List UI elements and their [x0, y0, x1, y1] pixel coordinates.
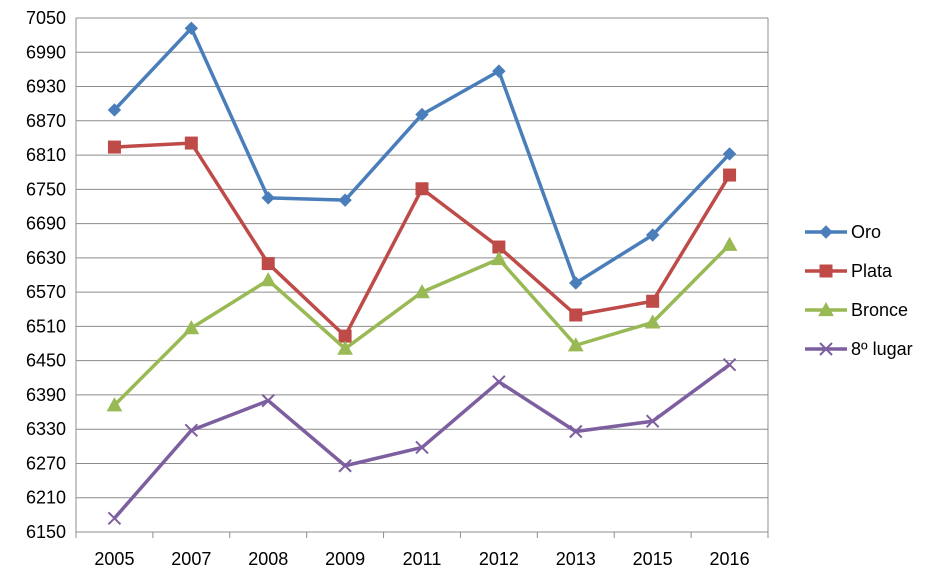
data-point-oro — [338, 193, 352, 207]
data-point-oro — [569, 276, 583, 290]
y-tick-label: 6510 — [26, 316, 66, 336]
legend-label: Oro — [851, 222, 881, 242]
y-tick-label: 6390 — [26, 385, 66, 405]
x-tick-label: 2011 — [403, 549, 442, 569]
data-point-oro — [645, 228, 660, 242]
legend-entry-plata: Plata — [805, 261, 893, 281]
data-point-plata — [338, 329, 352, 343]
data-point-bronce — [644, 314, 661, 329]
series-line-8-lugar — [113, 363, 731, 520]
y-tick-label: 6930 — [26, 77, 66, 97]
data-point-8-lugar — [569, 424, 583, 439]
legend-swatch-marker — [819, 342, 833, 356]
data-point-plata — [184, 136, 198, 150]
data-point-8-lugar — [338, 459, 352, 473]
x-axis-tick-labels: 2005 2007 2008 2009 2011 2012 2013 2015 2016 — [94, 549, 749, 569]
data-point-bronce — [183, 320, 200, 335]
data-point-8-lugar — [492, 375, 506, 389]
data-point-bronce — [337, 340, 353, 355]
legend-entry-bronce: Bronce — [805, 300, 908, 320]
data-point-bronce — [567, 337, 584, 352]
x-tick-label: 2007 — [171, 549, 211, 569]
y-tick-label: 6990 — [26, 42, 66, 62]
legend-label: Plata — [851, 261, 893, 281]
legend-swatch-marker — [819, 264, 833, 278]
y-tick-label: 6150 — [26, 522, 66, 542]
series-plata — [107, 136, 737, 343]
data-point-bronce — [721, 236, 738, 251]
data-point-plata — [723, 168, 737, 182]
data-point-bronce — [491, 250, 507, 266]
legend-label: 8º lugar — [851, 339, 913, 359]
y-tick-label: 6750 — [26, 179, 66, 199]
y-tick-label: 6810 — [26, 145, 66, 165]
legend-entry-oro: Oro — [805, 222, 881, 242]
series-line-oro — [113, 26, 731, 285]
legend-entry-8-lugar: 8º lugar — [805, 339, 913, 359]
y-axis-tick-labels: 6150 6210 6270 6330 6390 6450 6510 6570 6630 6690… — [26, 8, 66, 542]
data-point-bronce — [106, 397, 123, 412]
series-8-lugar — [107, 357, 737, 526]
series-line-plata — [114, 141, 732, 338]
data-point-8-lugar — [415, 440, 429, 455]
y-tick-label: 6330 — [26, 419, 66, 439]
y-tick-label: 6630 — [26, 248, 66, 268]
data-point-bronce — [260, 272, 277, 287]
y-tick-label: 6570 — [26, 282, 66, 302]
data-point-plata — [415, 182, 429, 196]
data-point-8-lugar — [261, 393, 275, 408]
data-point-oro — [107, 103, 122, 117]
series-lines — [106, 21, 738, 526]
x-tick-label: 2012 — [479, 549, 519, 569]
series-oro — [107, 21, 737, 290]
x-tick-label: 2015 — [633, 549, 673, 569]
legend-label: Bronce — [851, 300, 908, 320]
x-tick-label: 2008 — [248, 549, 288, 569]
y-tick-label: 6690 — [26, 214, 66, 234]
legend: Oro Plata Bronce 8º lugar — [805, 222, 913, 359]
data-point-oro — [722, 147, 737, 161]
x-tick-label: 2009 — [325, 549, 365, 569]
y-tick-label: 6870 — [26, 111, 66, 131]
legend-swatch-marker — [818, 301, 834, 317]
data-point-plata — [261, 257, 275, 271]
data-point-8-lugar — [645, 414, 660, 428]
data-point-oro — [492, 64, 506, 78]
gridlines — [75, 17, 769, 538]
y-tick-label: 6210 — [26, 488, 66, 508]
data-point-8-lugar — [107, 511, 122, 526]
data-point-bronce — [414, 284, 430, 299]
x-tick-label: 2016 — [710, 549, 750, 569]
data-point-plata — [107, 140, 121, 154]
data-point-plata — [646, 294, 660, 308]
x-tick-label: 2013 — [556, 549, 596, 569]
x-tick-label: 2005 — [94, 549, 134, 569]
data-point-8-lugar — [722, 357, 737, 372]
data-point-8-lugar — [184, 423, 199, 438]
y-tick-label: 6450 — [26, 351, 66, 371]
y-tick-label: 7050 — [26, 8, 66, 28]
series-line-bronce — [113, 243, 731, 407]
data-point-oro — [261, 191, 275, 205]
y-tick-label: 6270 — [26, 453, 66, 473]
data-point-plata — [569, 308, 583, 322]
legend-swatch-marker — [819, 225, 833, 239]
data-point-oro — [184, 21, 199, 35]
data-point-oro — [415, 107, 429, 122]
series-bronce — [106, 236, 738, 412]
